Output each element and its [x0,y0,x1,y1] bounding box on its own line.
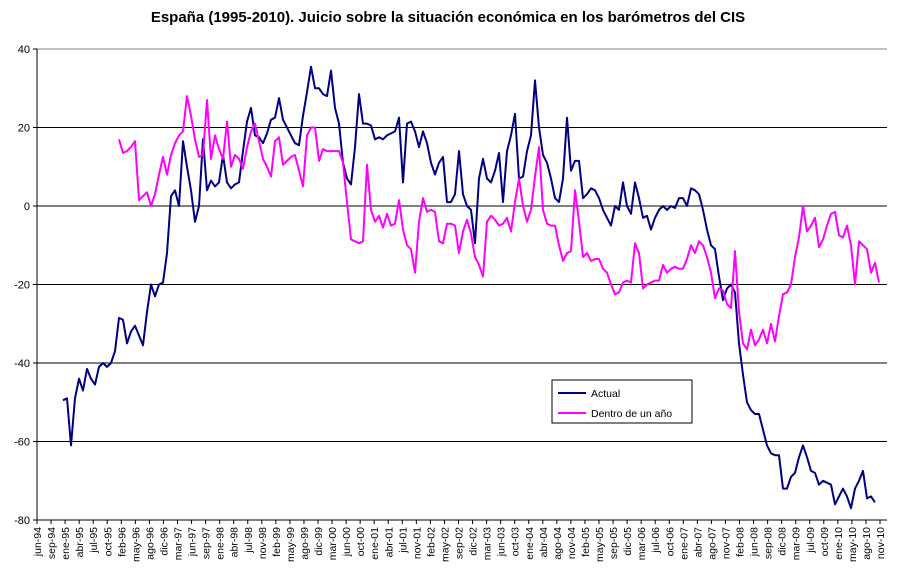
y-tick-label: 20 [18,123,30,135]
y-tick-label: 0 [24,201,30,213]
legend-box [551,379,693,424]
x-axis: jun-94 sep-94 ene-95 abr-95 jul-95 oct-95 feb-… [32,519,887,562]
x-tick-label: dic-96 [158,527,170,556]
x-tick-label: jul-98 [243,527,255,554]
x-tick-label: ene-01 [369,527,381,560]
x-tick-label: dic-05 [622,527,634,556]
x-tick-label: sep-97 [201,527,213,559]
x-tick-label: sep-02 [454,527,466,559]
x-tick-label: ago-99 [299,527,311,560]
y-axis: 40 20 0 -20 -40 -60 -80 [14,44,38,527]
x-tick-label: mar-03 [482,527,494,560]
x-tick-label: mar-00 [327,527,339,560]
x-tick-label: mar-09 [791,527,803,560]
x-tick-label: nov-04 [566,527,578,559]
x-tick-label: oct-06 [664,527,676,556]
x-tick-label: ago-04 [552,527,564,560]
legend: Actual Dentro de un año [551,379,693,424]
x-tick-label: sep-08 [763,527,775,559]
series-line-actual [62,65,876,510]
x-tick-label: mar-06 [636,527,648,560]
x-tick-label: nov-98 [257,527,269,559]
x-tick-label: abr-01 [383,527,395,558]
x-tick-label: jun-94 [32,527,44,557]
x-tick-label: feb-05 [580,527,592,557]
y-tick-label: -20 [14,280,30,292]
x-tick-label: jul-06 [650,527,662,554]
x-tick-label: sep-05 [608,527,620,559]
x-tick-label: jun-03 [496,527,508,557]
legend-label-actual: Actual [591,388,620,400]
x-tick-label: feb-99 [271,527,283,557]
x-tick-label: ago-96 [144,527,156,560]
x-tick-label: may-96 [130,527,142,562]
x-tick-label: nov-01 [411,527,423,559]
x-tick-label: oct-03 [510,527,522,556]
x-tick-label: ene-10 [833,527,845,560]
x-tick-label: dic-02 [468,527,480,556]
gridlines [37,48,887,442]
series-lines [62,65,880,510]
x-tick-label: abr-07 [692,527,704,558]
x-tick-label: may-05 [594,527,606,562]
x-tick-label: feb-08 [735,527,747,557]
x-tick-label: feb-02 [425,527,437,557]
x-tick-label: ago-07 [706,527,718,560]
x-tick-label: ene-04 [524,527,536,560]
x-tick-label: ene-95 [60,527,72,560]
x-tick-label: feb-96 [116,527,128,557]
x-tick-label: oct-00 [355,527,367,556]
legend-label-dentro: Dentro de un año [591,408,672,420]
y-tick-label: -60 [14,437,30,449]
y-tick-label: 40 [18,44,30,56]
x-tick-label: oct-09 [819,527,831,556]
x-tick-label: abr-04 [538,527,550,558]
x-tick-label: ene-98 [215,527,227,560]
x-tick-label: nov-10 [875,527,887,559]
x-tick-label: abr-95 [74,527,86,558]
x-tick-label: may-02 [439,527,451,562]
x-tick-label: mar-97 [173,527,185,560]
x-tick-label: jun-08 [749,527,761,557]
x-tick-label: jul-95 [88,527,100,554]
y-tick-label: -40 [14,358,30,370]
x-tick-label: jun-00 [341,527,353,557]
y-tick-label: -80 [14,515,30,527]
x-tick-label: jul-09 [805,527,817,554]
x-tick-label: nov-07 [720,527,732,559]
x-tick-label: may-10 [847,527,859,562]
x-tick-label: abr-98 [229,527,241,558]
x-tick-label: may-99 [285,527,297,562]
x-tick-label: ago-10 [861,527,873,560]
x-tick-label: jul-01 [397,527,409,554]
x-tick-label: jun-97 [187,527,199,557]
x-tick-label: dic-99 [313,527,325,556]
x-tick-label: sep-94 [46,527,58,559]
chart-title: España (1995-2010). Juicio sobre la situ… [151,9,745,26]
x-tick-label: dic-08 [777,527,789,556]
x-tick-label: ene-07 [678,527,690,560]
x-tick-label: oct-95 [102,527,114,556]
series-line-dentro-de-un-ano [118,95,880,351]
